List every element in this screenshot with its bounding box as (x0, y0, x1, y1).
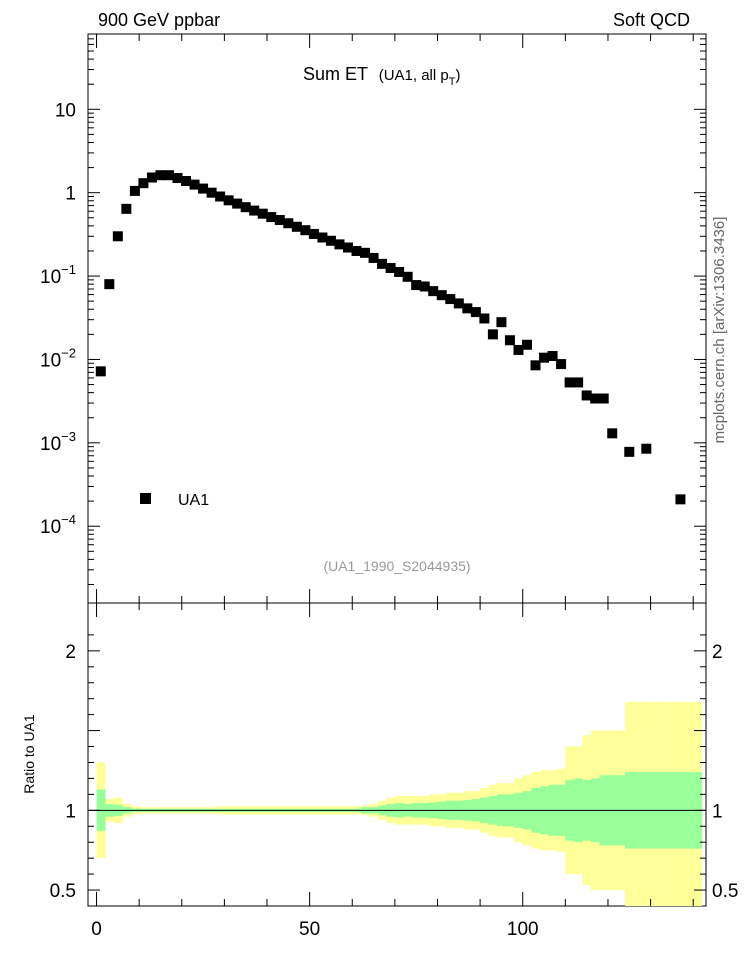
ratio-ytick-label-right: 2 (712, 642, 723, 663)
data-point (462, 303, 473, 314)
data-point (411, 280, 422, 291)
chart-title-note: (UA1, all p (379, 67, 449, 84)
legend-label: UA1 (178, 492, 209, 509)
data-point (547, 351, 558, 362)
data-point (249, 205, 260, 216)
ratio-ytick-label-right: 0.5 (712, 881, 738, 902)
header-left-label: 900 GeV ppbar (98, 10, 220, 30)
data-point (445, 294, 456, 305)
data-point (402, 271, 413, 282)
data-point (163, 170, 174, 181)
data-point (581, 390, 592, 401)
data-point (351, 245, 362, 256)
ratio-panel-frame (87, 602, 707, 907)
main-panel-frame (87, 33, 707, 604)
data-point (453, 298, 464, 309)
ratio-ytick-label-right: 1 (712, 801, 723, 822)
data-point (198, 183, 209, 194)
data-point (334, 239, 345, 250)
data-point (300, 225, 311, 236)
data-point (675, 494, 686, 505)
data-point (513, 344, 524, 355)
data-point (283, 218, 294, 229)
data-point (394, 266, 405, 277)
analysis-tag: (UA1_1990_S2044935) (323, 558, 470, 574)
xtick-label: 50 (299, 919, 320, 940)
data-point (470, 307, 481, 318)
main-ytick-label: 10−1 (40, 262, 76, 288)
data-point (598, 393, 609, 404)
ratio-ytick-label-left: 1 (65, 801, 76, 822)
data-point (266, 212, 277, 223)
data-point (215, 191, 226, 202)
main-axis-ticks: 10 1 10−1 10−2 10−3 10−4 (40, 33, 706, 586)
data-point (223, 195, 234, 206)
main-data-points (95, 170, 686, 505)
chart-title-note-end: ) (455, 67, 460, 84)
data-point (504, 335, 515, 346)
data-point (232, 198, 243, 209)
data-point (112, 231, 123, 242)
data-point (573, 377, 584, 388)
xtick-label: 100 (507, 919, 539, 940)
data-point (368, 252, 379, 263)
data-point (496, 317, 507, 328)
data-point (206, 187, 217, 198)
main-ytick-label: 10−4 (40, 512, 76, 538)
data-point (624, 446, 635, 457)
data-point (487, 329, 498, 340)
data-point (436, 290, 447, 301)
ratio-bands (88, 701, 706, 906)
data-point (95, 366, 106, 377)
main-ytick-label: 10−3 (40, 429, 76, 455)
ratio-ytick-label-left: 2 (65, 642, 76, 663)
data-point (479, 313, 490, 324)
data-point (564, 377, 575, 388)
legend-marker (140, 493, 151, 504)
data-point (138, 178, 149, 189)
data-point (641, 443, 652, 454)
side-reference-label: mcplots.cern.ch [arXiv:1306.3436] (711, 217, 728, 444)
data-point (181, 176, 192, 187)
data-point (419, 281, 430, 292)
ratio-axis-ticks: 2 2 1 1 0.5 0.5 (50, 634, 738, 902)
data-point (530, 360, 541, 371)
ratio-ylabel: Ratio to UA1 (21, 714, 37, 794)
data-point (172, 173, 183, 184)
data-point (521, 339, 532, 350)
data-point (104, 279, 115, 290)
data-point (590, 393, 601, 404)
main-ytick-label: 10−2 (40, 345, 76, 371)
data-point (539, 352, 550, 363)
main-ytick-label: 10 (55, 100, 76, 121)
data-point (607, 428, 618, 439)
data-point (257, 208, 268, 219)
chart-title-main: Sum ET (303, 64, 368, 84)
data-point (146, 172, 157, 183)
data-point (385, 262, 396, 273)
ratio-ytick-label-left: 0.5 (50, 881, 76, 902)
data-point (556, 359, 567, 370)
data-point (325, 235, 336, 246)
data-point (342, 242, 353, 253)
header-right-label: Soft QCD (613, 10, 690, 30)
chart-title-note-sub: T (449, 76, 456, 88)
xtick-label: 0 (91, 919, 102, 940)
data-point (428, 286, 439, 297)
data-point (240, 202, 251, 213)
data-point (189, 179, 200, 190)
main-ytick-label: 1 (65, 184, 76, 205)
data-point (360, 247, 371, 258)
data-point (155, 170, 166, 181)
data-point (308, 228, 319, 239)
data-point (291, 221, 302, 232)
data-point (129, 185, 140, 196)
data-point (121, 203, 132, 214)
x-axis-ticks: 0 50 100 (91, 34, 694, 940)
data-point (274, 215, 285, 226)
data-point (377, 258, 388, 269)
chart-title: Sum ET (UA1, all pT) (303, 64, 460, 88)
data-point (317, 232, 328, 243)
